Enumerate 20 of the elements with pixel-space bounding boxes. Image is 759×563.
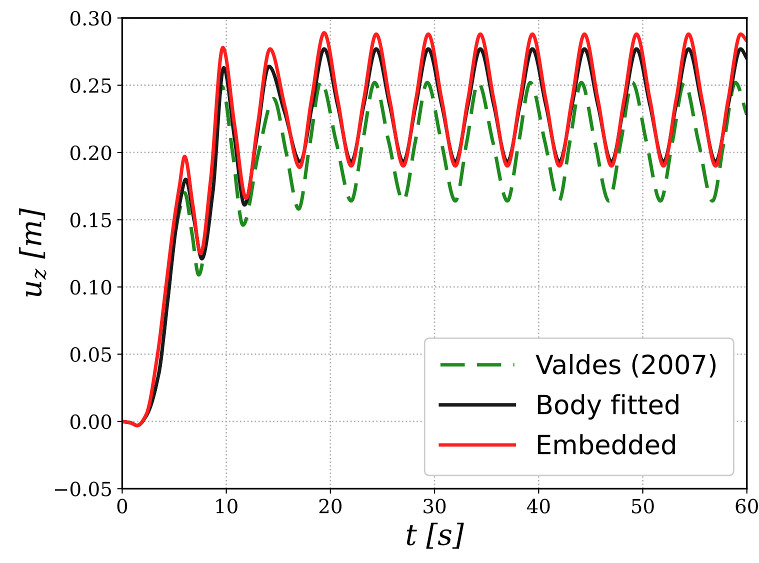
x-tick-label: 0 xyxy=(117,498,128,514)
x-tick-label: 20 xyxy=(319,498,342,514)
y-tick-label: 0.30 xyxy=(70,10,112,26)
x-tick-label: 50 xyxy=(632,498,654,514)
x-tick-label: 30 xyxy=(424,498,446,514)
y-axis-title: u$_{z}$ [m] xyxy=(19,208,46,297)
y-tick-label: 0.05 xyxy=(70,347,111,362)
y-tick-label: 0.00 xyxy=(70,414,112,430)
y-tick-label: 0.15 xyxy=(70,212,111,228)
y-tick-label: 0.20 xyxy=(70,145,112,160)
legend-label: Body fitted xyxy=(538,394,678,420)
legend-label: Embedded xyxy=(538,434,675,455)
y-tick-label: 0.25 xyxy=(70,78,111,93)
x-tick-label: 60 xyxy=(736,498,758,514)
x-tick-label: 10 xyxy=(216,498,238,514)
legend-label: Valdes (2007) xyxy=(536,354,716,378)
y-tick-label: −0.05 xyxy=(54,482,111,496)
x-axis-title: t [s] xyxy=(406,522,464,549)
x-tick-label: 40 xyxy=(526,498,550,514)
y-tick-label: 0.10 xyxy=(70,280,112,295)
